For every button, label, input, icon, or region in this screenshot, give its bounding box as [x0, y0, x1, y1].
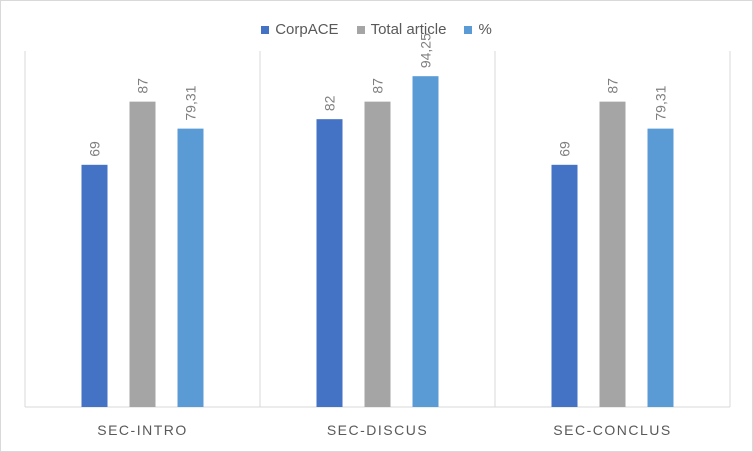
- legend-item-percent: %: [464, 21, 492, 38]
- bar: [316, 119, 343, 408]
- bar: [647, 128, 674, 408]
- legend-swatch-total-article: [356, 25, 365, 34]
- bar: [129, 101, 156, 407]
- data-label: 87: [370, 78, 386, 94]
- data-label: 87: [135, 78, 151, 94]
- data-label: 87: [605, 78, 621, 94]
- legend-label-percent: %: [478, 21, 492, 38]
- bar: [551, 164, 578, 407]
- legend-item-total-article: Total article: [356, 21, 447, 38]
- x-tick-label: SEC-INTRO: [97, 422, 188, 438]
- bar: [364, 101, 391, 407]
- data-label: 82: [322, 95, 338, 111]
- bar: [412, 76, 439, 408]
- data-label: 94,25: [418, 33, 434, 68]
- data-label: 69: [557, 141, 573, 157]
- legend-swatch-corpace: [261, 25, 270, 34]
- legend-label-total-article: Total article: [370, 21, 447, 38]
- bar: [81, 164, 108, 407]
- bar: [177, 128, 204, 408]
- data-label: 79,31: [183, 85, 199, 120]
- legend-item-corpace: CorpACE: [261, 21, 339, 38]
- data-label: 79,31: [653, 85, 669, 120]
- legend-swatch-percent: [464, 25, 473, 34]
- legend-label-corpace: CorpACE: [275, 21, 339, 38]
- data-label: 69: [87, 141, 103, 157]
- x-tick-label: SEC-DISCUS: [327, 422, 428, 438]
- x-tick-label: SEC-CONCLUS: [553, 422, 671, 438]
- bar: [599, 101, 626, 407]
- legend: CorpACE Total article %: [1, 21, 752, 38]
